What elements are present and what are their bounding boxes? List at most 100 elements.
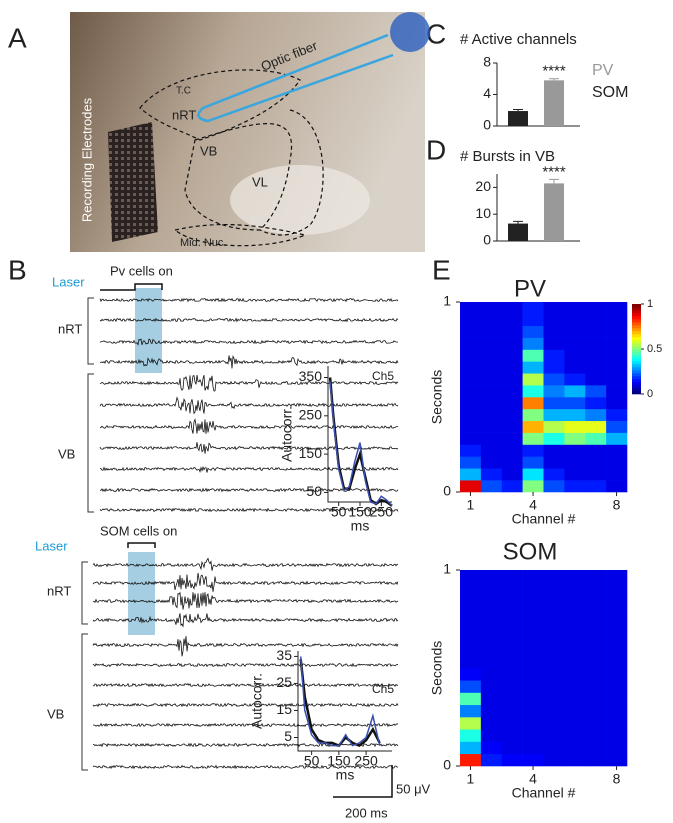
panel-letter: B: [8, 254, 27, 285]
colorbar-step: [632, 328, 641, 332]
heatmap-cell: [522, 692, 544, 706]
heatmap-cell: [543, 325, 565, 338]
heatmap-cell: [480, 480, 503, 493]
heatmap-cell: [522, 373, 544, 386]
heatmap-cell: [522, 655, 544, 669]
heatmap-cell: [543, 668, 565, 681]
heatmap-cell: [585, 692, 607, 706]
photo-highlight: [230, 165, 370, 235]
x-tick-label: 150: [348, 504, 372, 520]
group-bracket: [87, 297, 94, 513]
annotation: ****: [542, 63, 566, 80]
bar: [544, 183, 564, 241]
y-axis-label: Seconds: [429, 370, 445, 424]
trace: [99, 487, 399, 493]
heatmap-cell: [543, 337, 565, 350]
heatmap-cell: [585, 444, 607, 457]
heatmap-cell: [460, 704, 482, 718]
error-bar: [549, 178, 559, 184]
heatmap-cell: [522, 468, 544, 481]
heatmap-cell: [480, 337, 503, 350]
colorbar-label: 1: [647, 298, 653, 310]
heatmap-cell: [585, 717, 607, 730]
heatmap-cell: [460, 692, 482, 706]
fiber-light: [390, 12, 430, 52]
heatmap-cell: [522, 397, 544, 410]
heatmap-cell: [501, 680, 523, 693]
colorbar-step: [632, 388, 641, 392]
heatmap-cell: [564, 570, 586, 583]
heatmap-cell: [585, 361, 607, 374]
heatmap-cell: [460, 717, 482, 730]
heatmap-cell: [606, 397, 628, 410]
heatmap-cell: [460, 302, 482, 315]
colorbar-step: [632, 382, 641, 386]
heatmap-cell: [564, 594, 586, 608]
heatmap-cell: [585, 582, 607, 595]
trace: [99, 396, 399, 415]
heatmap-cell: [564, 582, 586, 595]
x-axis-label: Channel #: [512, 511, 576, 527]
heatmap-cell: [501, 704, 523, 718]
heatmap-cell: [501, 631, 523, 644]
heatmap-cell: [522, 594, 544, 608]
heatmap-cell: [480, 729, 503, 742]
heatmap-cell: [564, 606, 586, 620]
heatmap-cell: [460, 468, 482, 481]
error-bar: [513, 108, 523, 112]
x-tick-label: 250: [354, 753, 378, 769]
scale-label: 200 ms: [345, 805, 388, 820]
heatmap-cell: [543, 408, 565, 422]
heatmap-cell: [543, 468, 565, 481]
trace: [92, 636, 399, 657]
heatmap-cell: [460, 570, 482, 583]
heatmap-cell: [460, 373, 482, 386]
heatmap-cell: [480, 361, 503, 374]
heatmap-cell: [522, 408, 544, 422]
x-tick-label: 4: [529, 771, 537, 787]
trace: [92, 742, 399, 748]
axis: [327, 366, 392, 503]
heatmap-cell: [522, 741, 544, 755]
heatmap-cell: [543, 444, 565, 457]
heatmap-cell: [460, 456, 482, 469]
y-tick-label: 50: [306, 483, 322, 499]
chart-title: Ch5: [372, 682, 394, 696]
heatmap-cell: [543, 655, 565, 669]
stim-label: Pv cells on: [110, 263, 173, 278]
heatmap-cell: [501, 313, 523, 327]
heatmap-cell: [585, 302, 607, 315]
colorbar-step: [632, 319, 641, 323]
heatmap-cell: [480, 302, 503, 315]
heatmap-cell: [564, 361, 586, 374]
heatmap-cell: [543, 385, 565, 398]
y-tick-label: 1: [443, 561, 451, 577]
heatmap-cell: [460, 619, 482, 632]
heatmap-cell: [501, 385, 523, 398]
heatmap-cell: [460, 385, 482, 398]
heatmap-cell: [480, 432, 503, 445]
heatmap-cell: [564, 753, 586, 767]
heatmap-cell: [501, 619, 523, 632]
electrode-array: [108, 122, 158, 242]
heatmap-cell: [480, 456, 503, 469]
trace: [92, 662, 399, 668]
heatmap-cell: [606, 444, 628, 457]
legend-label: PV: [592, 62, 614, 79]
heatmap-cell: [585, 313, 607, 327]
heatmap-cell: [564, 631, 586, 644]
heatmap-cell: [501, 570, 523, 583]
heatmap-cell: [501, 420, 523, 433]
scale-bar: [333, 765, 393, 798]
heatmap-cell: [564, 385, 586, 398]
heatmap-cell: [564, 655, 586, 669]
heatmap-cell: [480, 643, 503, 657]
trace: [99, 418, 399, 434]
heatmap-cell: [522, 582, 544, 595]
heatmap-cell: [522, 337, 544, 350]
heatmap-cell: [564, 704, 586, 718]
heatmap-cell: [564, 456, 586, 469]
heatmap-cell: [564, 619, 586, 632]
heatmap-cell: [501, 655, 523, 669]
heatmap-cell: [480, 668, 503, 681]
